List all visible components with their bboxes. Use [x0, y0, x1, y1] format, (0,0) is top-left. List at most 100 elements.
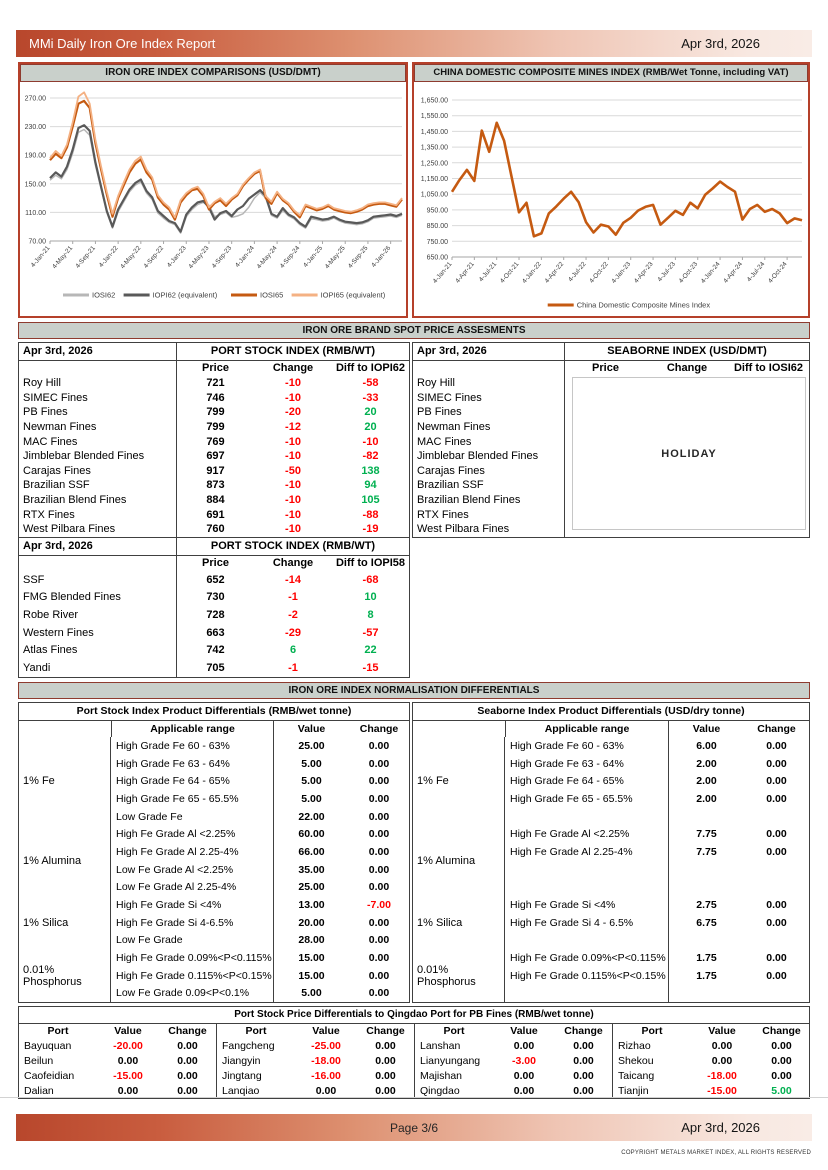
table-row: High Fe Grade Si 4 - 6.5% 6.75 0.00 — [505, 913, 809, 932]
svg-text:1,450.00: 1,450.00 — [421, 129, 448, 136]
port-change: 0.00 — [573, 1055, 594, 1068]
diff-value: -58 — [362, 377, 379, 390]
differential-group-label: 1% Silica — [417, 916, 463, 929]
port-name: Tianjin — [618, 1084, 649, 1097]
svg-text:4-Jan-24: 4-Jan-24 — [234, 244, 256, 268]
applicable-range: High Fe Grade Si 4-6.5% — [111, 913, 274, 932]
table-row: West Pilbara Fines — [413, 521, 809, 537]
applicable-range — [505, 860, 669, 879]
brand-name: West Pilbara Fines — [23, 523, 116, 536]
svg-text:230.00: 230.00 — [25, 124, 47, 131]
price-value: 697 — [176, 448, 254, 464]
table-row: SIMEC Fines 746 -10 -33 — [19, 390, 409, 406]
table-row: PB Fines — [413, 405, 809, 420]
brand-name: SSF — [23, 573, 45, 586]
brand-name: Brazilian Blend Fines — [23, 494, 127, 507]
diff-value: 2.00 — [696, 775, 717, 788]
brand-name: SIMEC Fines — [417, 391, 482, 404]
svg-text:4-Jul-24: 4-Jul-24 — [746, 260, 767, 283]
port-stock-table-1: Apr 3rd, 2026 PORT STOCK INDEX (RMB/WT) … — [18, 342, 410, 538]
port-value: 0.00 — [513, 1040, 535, 1053]
applicable-range: High Fe Grade 0.115%<P<0.15% — [505, 966, 669, 985]
col-value: Value — [708, 1025, 736, 1037]
applicable-range: High Fe Grade Si <4% — [111, 896, 274, 914]
report-title: MMi Daily Iron Ore Index Report — [29, 36, 216, 51]
svg-text:4-Apr-24: 4-Apr-24 — [722, 260, 744, 284]
port-change: 0.00 — [177, 1069, 198, 1082]
applicable-range: High Fe Grade Si <4% — [505, 896, 669, 914]
price-value: 760 — [176, 521, 254, 537]
diff-value: 138 — [361, 464, 380, 477]
col-change: Change — [359, 723, 399, 735]
table-date: Apr 3rd, 2026 — [23, 540, 93, 552]
table-row: Jimblebar Blended Fines 697 -10 -82 — [19, 448, 409, 464]
port-value: 0.00 — [513, 1069, 535, 1082]
diff-value: 5.00 — [301, 775, 322, 788]
diff-value: 6.00 — [696, 739, 717, 752]
table-row: Low Grade Fe 22.00 0.00 — [111, 807, 409, 826]
col-value: Value — [692, 723, 721, 735]
svg-text:150.00: 150.00 — [25, 181, 47, 188]
diff-change: 0.00 — [368, 828, 390, 841]
port-change: 0.00 — [771, 1069, 792, 1082]
holiday-overlay: HOLIDAY — [572, 377, 806, 530]
china-mines-chart-box: CHINA DOMESTIC COMPOSITE MINES INDEX (RM… — [412, 62, 810, 318]
table-row: Fangcheng -25.00 0.00 — [217, 1039, 414, 1054]
table-group-header: SEABORNE INDEX (USD/DMT) — [564, 343, 809, 360]
table-row: High Fe Grade 0.09%<P<0.115% 1.75 0.00 — [505, 949, 809, 967]
port-name: Jiangyin — [222, 1055, 261, 1068]
svg-text:4-Jan-23: 4-Jan-23 — [610, 260, 632, 284]
port-stock-differentials-table: Port Stock Index Product Differentials (… — [18, 702, 410, 1004]
port-change: 0.00 — [573, 1084, 594, 1097]
port-value: 0.00 — [711, 1040, 733, 1053]
diff-change: 0.00 — [368, 757, 390, 770]
table-row: Brazilian SSF — [413, 478, 809, 493]
applicable-range: High Fe Grade 0.09%<P<0.115% — [111, 949, 274, 967]
diff-change: 0.00 — [368, 739, 390, 752]
table-row: High Grade Fe 63 - 64% 2.00 0.00 — [505, 754, 809, 773]
brand-name: PB Fines — [417, 406, 462, 419]
table-row: SSF 652 -14 -68 — [19, 571, 409, 589]
diff-value: 13.00 — [298, 899, 325, 912]
table-row: Caofeidian -15.00 0.00 — [19, 1069, 216, 1084]
table-row — [505, 931, 809, 950]
diff-value: -88 — [362, 508, 379, 521]
port-value: -20.00 — [113, 1040, 143, 1053]
differential-group-label: 1% Alumina — [417, 854, 476, 867]
diff-value: 15.00 — [298, 952, 325, 965]
svg-text:1,050.00: 1,050.00 — [421, 192, 448, 199]
svg-text:1,350.00: 1,350.00 — [421, 145, 448, 152]
port-name: Lanshan — [420, 1040, 461, 1053]
port-value: 0.00 — [117, 1055, 139, 1068]
col-change: Change — [272, 557, 314, 569]
diff-value: 22 — [364, 644, 377, 657]
table-row: Majishan 0.00 0.00 — [415, 1069, 612, 1084]
svg-text:IOSI62: IOSI62 — [92, 291, 115, 300]
svg-text:4-May-24: 4-May-24 — [256, 245, 279, 271]
port-value: -3.00 — [512, 1055, 536, 1068]
table-row: High Fe Grade 0.09%<P<0.115% 15.00 0.00 — [111, 949, 409, 967]
brand-name: West Pilbara Fines — [417, 523, 510, 536]
port-value: 0.00 — [315, 1084, 337, 1097]
seaborne-differentials-table: Seaborne Index Product Differentials (US… — [412, 702, 810, 1004]
diff-change: 0.00 — [766, 969, 787, 982]
table-row: RTX Fines 691 -10 -88 — [19, 507, 409, 522]
diff-change: 0.00 — [368, 969, 390, 982]
svg-text:1,250.00: 1,250.00 — [421, 160, 448, 167]
diff-value: 5.00 — [301, 792, 322, 805]
change-value: 6 — [289, 644, 297, 657]
table-row: Lanqiao 0.00 0.00 — [217, 1083, 414, 1098]
diff-value: -15 — [362, 661, 379, 674]
port-group: Port Value Change Rizhao 0.00 0.00 — [612, 1024, 810, 1099]
port-value: 0.00 — [711, 1055, 733, 1068]
svg-text:4-Jan-23: 4-Jan-23 — [166, 244, 188, 268]
port-change: 5.00 — [771, 1084, 792, 1097]
col-port: Port — [641, 1025, 663, 1037]
applicable-range — [505, 984, 669, 1003]
svg-text:4-Jan-21: 4-Jan-21 — [432, 260, 454, 284]
port-change: 0.00 — [375, 1069, 396, 1082]
port-group: Port Value Change Lanshan 0.00 0.00 — [414, 1024, 612, 1099]
diff-change: 0.00 — [368, 792, 390, 805]
diff-change: 0.00 — [766, 775, 787, 788]
table-date: Apr 3rd, 2026 — [417, 345, 487, 357]
